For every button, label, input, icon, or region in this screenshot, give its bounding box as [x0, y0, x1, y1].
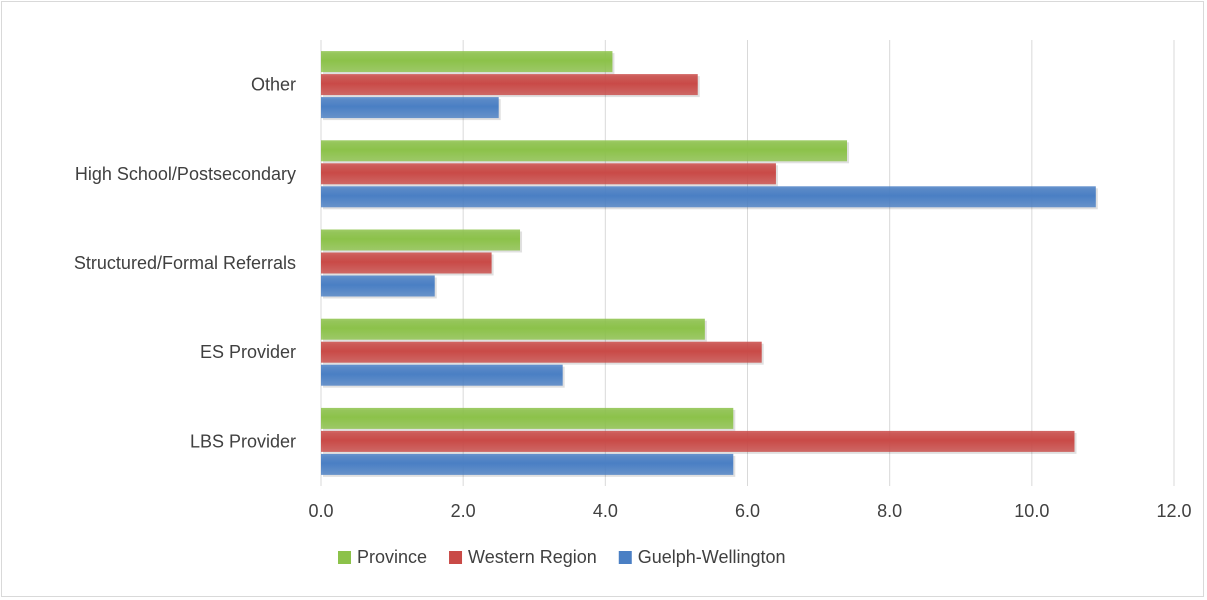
bar-guelph-wellington [321, 364, 563, 386]
bar-province [321, 318, 705, 340]
legend-label: Guelph-Wellington [638, 547, 786, 567]
x-tick-label: 12.0 [1156, 501, 1191, 521]
legend-label: Western Region [468, 547, 597, 567]
legend-swatch [338, 551, 351, 564]
bar-guelph-wellington [321, 453, 734, 475]
bar-province [321, 140, 848, 162]
category-label: ES Provider [200, 342, 296, 362]
x-tick-label: 0.0 [308, 501, 333, 521]
bar-province [321, 407, 734, 429]
category-label: LBS Provider [190, 431, 296, 451]
category-label: Structured/Formal Referrals [74, 253, 296, 273]
category-label: High School/Postsecondary [75, 164, 296, 184]
bar-province [321, 51, 613, 73]
bar-western-region [321, 252, 492, 274]
x-tick-label: 6.0 [735, 501, 760, 521]
legend-swatch [449, 551, 463, 564]
bar-western-region [321, 341, 762, 363]
x-tick-label: 2.0 [451, 501, 476, 521]
x-tick-label: 10.0 [1014, 501, 1049, 521]
bar-western-region [321, 163, 776, 185]
x-tick-label: 8.0 [877, 501, 902, 521]
bar-western-region [321, 74, 698, 96]
x-tick-label: 4.0 [593, 501, 618, 521]
bar-guelph-wellington [321, 275, 435, 297]
bar-guelph-wellington [321, 97, 499, 119]
legend-swatch [618, 551, 632, 564]
category-label: Other [251, 75, 296, 95]
bar-western-region [321, 430, 1075, 452]
bar-province [321, 229, 521, 251]
legend-label: Province [357, 547, 427, 567]
bar-guelph-wellington [321, 186, 1096, 208]
